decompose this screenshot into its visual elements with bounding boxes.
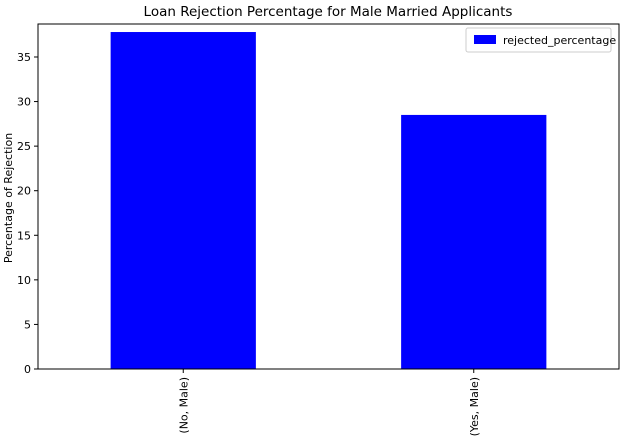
y-axis-title: Percentage of Rejection xyxy=(2,133,15,263)
y-tick-label: 25 xyxy=(17,140,31,153)
y-tick-label: 20 xyxy=(17,185,31,198)
y-tick-label: 35 xyxy=(17,51,31,64)
plot-area: 0 5 10 15 20 25 30 35 (No, Male) (Yes, Male) xyxy=(17,23,620,436)
legend-label: rejected_percentage xyxy=(503,34,616,47)
legend-box xyxy=(465,27,612,53)
y-tick-label: 10 xyxy=(17,274,31,287)
x-tick-label: (Yes, Male) xyxy=(468,377,481,436)
y-tick-label: 15 xyxy=(17,229,31,242)
plot-frame xyxy=(37,23,620,370)
chart-title: Loan Rejection Percentage for Male Marri… xyxy=(144,4,513,20)
y-tick-label: 30 xyxy=(17,96,31,109)
bar xyxy=(110,32,256,369)
y-tick-label: 5 xyxy=(24,318,31,331)
y-tick-label: 0 xyxy=(24,363,31,376)
x-tick-label: (No, Male) xyxy=(177,377,190,434)
legend-swatch xyxy=(474,35,496,44)
legend: rejected_percentage xyxy=(465,27,616,53)
bar xyxy=(401,114,547,369)
